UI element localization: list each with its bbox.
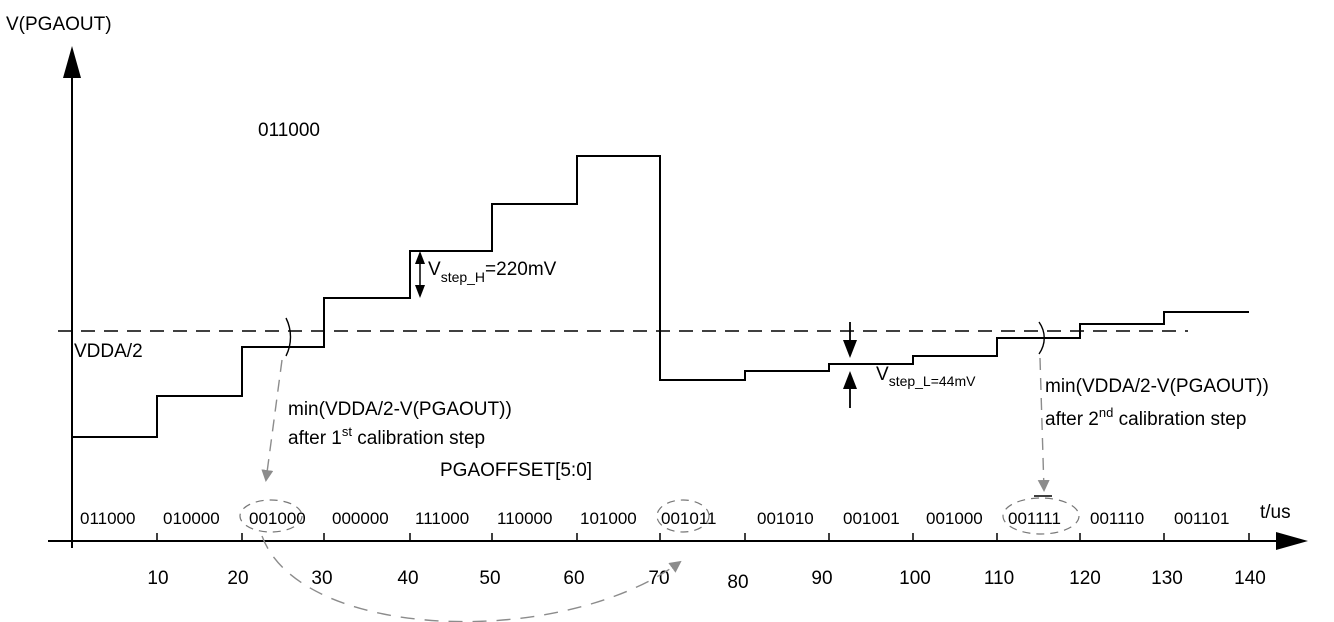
code-highlight bbox=[239, 499, 303, 533]
y-axis-arrowhead bbox=[63, 46, 81, 78]
code-label: 001010 bbox=[757, 509, 814, 528]
code-label: 001101 bbox=[1174, 509, 1229, 528]
x-tick-label: 110 bbox=[984, 568, 1014, 589]
first-calibration-note: min(VDDA/2-V(PGAOUT)) after 1st calibrat… bbox=[261, 317, 512, 482]
code-label: 001111 bbox=[1008, 509, 1061, 528]
code-label: 001000 bbox=[926, 509, 983, 528]
second-calibration-arrow bbox=[1037, 357, 1050, 492]
code-carry-arrow bbox=[261, 535, 682, 622]
second-note-line1: min(VDDA/2-V(PGAOUT)) bbox=[1045, 376, 1269, 397]
x-tick-label: 90 bbox=[811, 568, 832, 589]
x-tick-label: 50 bbox=[479, 568, 500, 589]
x-tick-label: 100 bbox=[899, 568, 931, 589]
code-label: 010000 bbox=[163, 509, 220, 528]
second-note-line2: after 2nd calibration step bbox=[1045, 405, 1246, 430]
step-low-marker: Vstep_L=44mV bbox=[843, 322, 976, 408]
step-high-arrow-up bbox=[415, 251, 425, 264]
step-high-value: =220mV bbox=[485, 259, 557, 280]
step-high-label: Vstep_H=220mV bbox=[428, 259, 557, 285]
code-label: 101000 bbox=[580, 509, 637, 528]
first-note-line1: min(VDDA/2-V(PGAOUT)) bbox=[288, 399, 512, 420]
step-low-arrow-down bbox=[843, 340, 857, 358]
code-label: 001110 bbox=[1090, 509, 1144, 528]
top-code-label: 011000 bbox=[258, 120, 320, 141]
step-high-arrow-down bbox=[415, 285, 425, 298]
code-label: 011000 bbox=[80, 509, 135, 528]
second-calibration-note: min(VDDA/2-V(PGAOUT)) after 2nd calibrat… bbox=[1037, 321, 1269, 492]
register-label: PGAOFFSET[5:0] bbox=[440, 460, 592, 481]
x-tick-label: 130 bbox=[1151, 568, 1183, 589]
code-label: 000000 bbox=[332, 509, 389, 528]
x-tick-labels: 10 20 30 40 50 60 70 80 90 100 110 120 1… bbox=[147, 568, 1265, 593]
x-axis-arrowhead bbox=[1276, 532, 1308, 550]
code-label: 001000 bbox=[249, 509, 306, 528]
first-note-superscript: st bbox=[342, 424, 353, 439]
code-labels: 011000 010000 001000 000000 111000 11000… bbox=[80, 509, 1229, 528]
first-note-line2: after 1st calibration step bbox=[288, 424, 485, 449]
x-tick-label: 60 bbox=[563, 568, 584, 589]
code-label: 001001 bbox=[843, 509, 900, 528]
first-calibration-arrow bbox=[261, 359, 283, 482]
x-tick-label: 20 bbox=[227, 568, 248, 589]
first-note-suffix: calibration step bbox=[352, 428, 485, 449]
code-highlight bbox=[1002, 497, 1080, 535]
x-tick-marks bbox=[156, 533, 1250, 541]
first-note-prefix: after 1 bbox=[288, 428, 342, 449]
step-low-arrow-up bbox=[843, 371, 857, 389]
pgaout-waveform bbox=[72, 155, 1249, 438]
y-axis-label: V(PGAOUT) bbox=[6, 14, 112, 35]
step-low-subscript: step_L=44mV bbox=[889, 373, 976, 389]
step-low-symbol: V bbox=[876, 364, 889, 385]
x-tick-label: 80 bbox=[727, 572, 748, 593]
second-note-suffix: calibration step bbox=[1113, 409, 1246, 430]
code-label: 111000 bbox=[415, 509, 469, 528]
x-tick-label: 140 bbox=[1234, 568, 1266, 589]
code-label: 001011 bbox=[661, 509, 716, 528]
step-high-symbol: V bbox=[428, 259, 441, 280]
x-tick-label: 120 bbox=[1069, 568, 1101, 589]
code-highlight bbox=[656, 499, 710, 533]
step-high-marker: Vstep_H=220mV bbox=[415, 251, 557, 298]
code-label: 110000 bbox=[497, 509, 552, 528]
second-note-prefix: after 2 bbox=[1045, 409, 1099, 430]
first-note-bracket bbox=[285, 317, 292, 357]
x-tick-label: 30 bbox=[311, 568, 332, 589]
vdda-half-label: VDDA/2 bbox=[74, 341, 143, 362]
step-low-label: Vstep_L=44mV bbox=[876, 364, 976, 389]
step-high-subscript: step_H bbox=[441, 269, 485, 285]
x-tick-label: 40 bbox=[397, 568, 418, 589]
x-axis-label: t/us bbox=[1260, 502, 1291, 523]
x-tick-label: 10 bbox=[147, 568, 168, 589]
second-note-superscript: nd bbox=[1099, 405, 1113, 420]
second-note-bracket bbox=[1038, 321, 1045, 355]
